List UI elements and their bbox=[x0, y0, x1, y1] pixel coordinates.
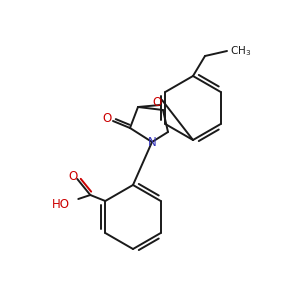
Text: O: O bbox=[69, 170, 78, 184]
Text: O: O bbox=[102, 112, 112, 125]
Text: O: O bbox=[152, 97, 162, 110]
Text: N: N bbox=[148, 136, 156, 148]
Text: HO: HO bbox=[52, 199, 70, 212]
Text: CH$_3$: CH$_3$ bbox=[230, 44, 251, 58]
